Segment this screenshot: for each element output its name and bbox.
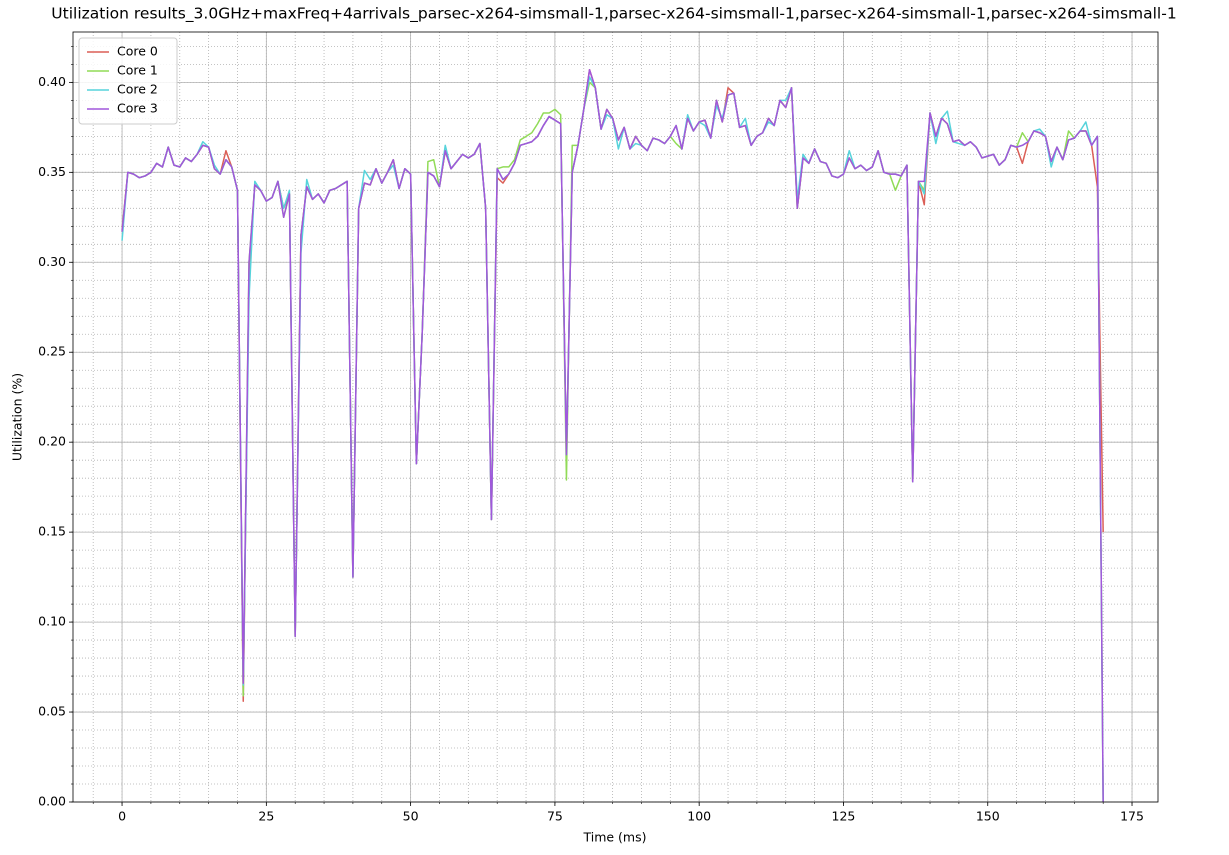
legend-label: Core 1	[117, 63, 158, 78]
data-line	[121, 69, 1104, 802]
legend-label: Core 2	[117, 82, 158, 97]
y-tick-label: 0.10	[38, 614, 66, 629]
y-tick-label: 0.35	[38, 164, 66, 179]
y-tick-label: 0.40	[38, 74, 66, 89]
x-tick-label: 175	[1120, 809, 1144, 824]
y-tick-label: 0.20	[38, 434, 66, 449]
y-tick-label: 0.30	[38, 254, 66, 269]
y-tick-label: 0.05	[38, 704, 66, 719]
x-tick-label: 75	[547, 809, 563, 824]
chart-title: Utilization results_3.0GHz+maxFreq+4arri…	[51, 5, 1176, 24]
x-tick-label: 125	[832, 809, 856, 824]
legend-box	[78, 37, 178, 125]
plot-lines	[121, 69, 1104, 802]
plot-frame	[72, 31, 1159, 803]
x-tick-label: 25	[258, 809, 274, 824]
y-axis-label: Utilization (%)	[10, 373, 25, 461]
x-tick-label: 0	[118, 809, 126, 824]
x-axis-label: Time (ms)	[582, 830, 646, 845]
legend-label: Core 3	[117, 101, 158, 116]
x-tick-label: 150	[976, 809, 1000, 824]
x-tick-label: 50	[403, 809, 419, 824]
x-tick-label: 100	[687, 809, 711, 824]
y-tick-label: 0.00	[38, 794, 66, 809]
y-tick-label: 0.25	[38, 344, 66, 359]
y-tick-label: 0.15	[38, 524, 66, 539]
legend-label: Core 0	[117, 44, 158, 59]
